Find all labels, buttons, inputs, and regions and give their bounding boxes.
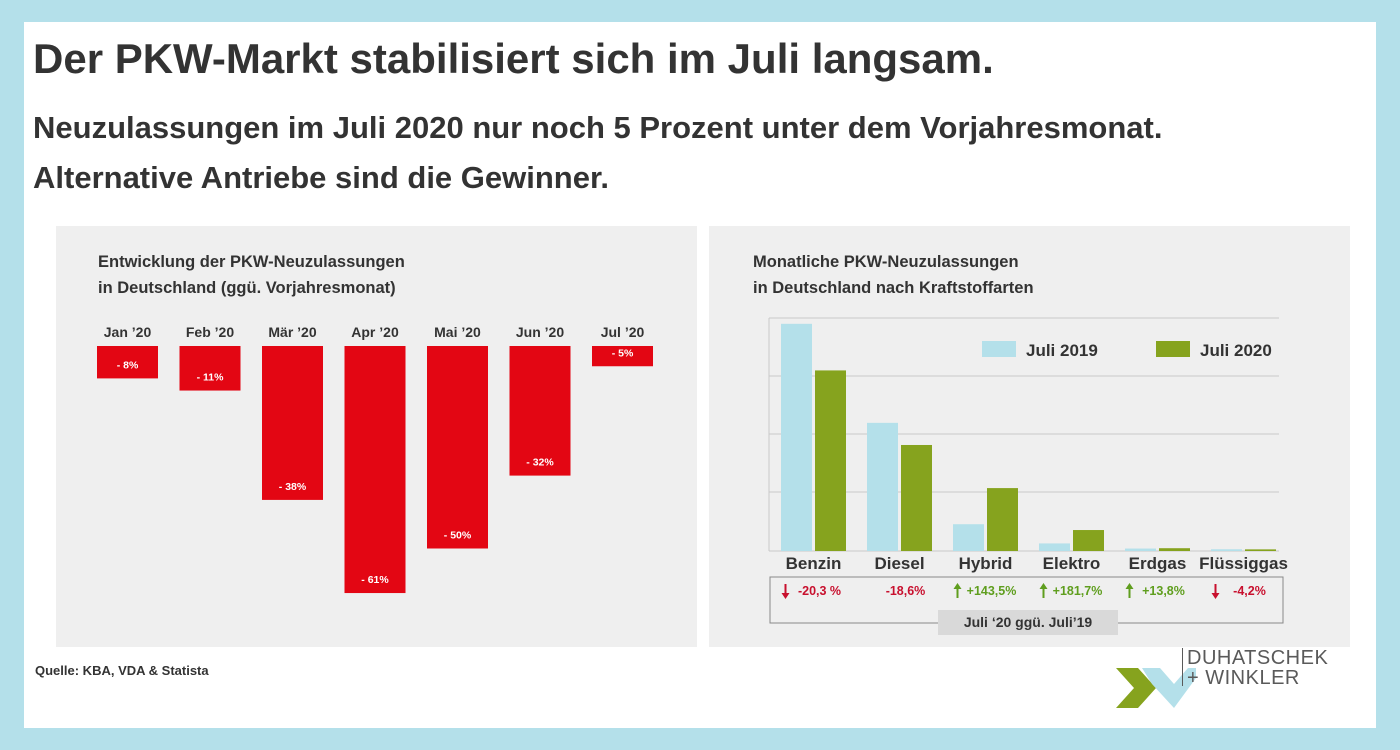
legend-label-juli-2019: Juli 2019: [1026, 341, 1098, 360]
logo-mark: [1116, 668, 1196, 708]
bar-flüssiggas-juli-2019: [1211, 549, 1242, 551]
month-label-apr-20: Apr ’20: [351, 324, 399, 340]
bar-value-label-jul-20: - 5%: [612, 347, 634, 359]
category-label-flüssiggas: Flüssiggas: [1199, 554, 1288, 573]
month-label-mär-20: Mär ’20: [268, 324, 316, 340]
change-caption-background: [938, 610, 1118, 635]
page-title: Der PKW-Markt stabilisiert sich im Juli …: [33, 35, 994, 82]
bar-apr-20: [344, 346, 406, 594]
logo-text: DUHATSCHEK + WINKLER: [1187, 648, 1328, 688]
bar-elektro-juli-2020: [1073, 530, 1104, 551]
logo-text-line-2: + WINKLER: [1187, 667, 1300, 689]
change-arrowhead-erdgas: [1125, 583, 1134, 589]
logo-text-line-1: DUHATSCHEK: [1187, 647, 1329, 669]
change-arrowhead-hybrid: [953, 583, 962, 589]
month-label-jul-20: Jul ’20: [601, 324, 645, 340]
bar-mär-20: [262, 346, 323, 500]
month-label-mai-20: Mai ’20: [434, 324, 481, 340]
change-arrowhead-flüssiggas: [1211, 593, 1220, 599]
logo-chevron-green: [1116, 668, 1156, 708]
bar-jul-20: [592, 346, 653, 367]
bar-feb-20: [179, 346, 241, 391]
page-subtitle-1: Neuzulassungen im Juli 2020 nur noch 5 P…: [33, 110, 1163, 145]
month-label-jun-20: Jun ’20: [516, 324, 564, 340]
bar-hybrid-juli-2019: [953, 524, 984, 551]
bar-jan-20: [97, 346, 158, 379]
bar-elektro-juli-2019: [1039, 543, 1070, 551]
bar-mai-20: [427, 346, 488, 549]
change-value-hybrid: +143,5%: [967, 584, 1017, 598]
legend-label-juli-2020: Juli 2020: [1200, 341, 1272, 360]
bar-erdgas-juli-2019: [1125, 548, 1156, 551]
fuel-type-chart-title-line-2: in Deutschland nach Kraftstoffarten: [753, 279, 1034, 297]
category-label-benzin: Benzin: [786, 554, 842, 573]
legend-swatch-juli-2020: [1156, 341, 1190, 357]
bar-value-label-jun-20: - 32%: [526, 457, 554, 469]
bar-diesel-juli-2020: [901, 444, 932, 551]
bar-hybrid-juli-2020: [987, 488, 1018, 551]
bar-value-label-jan-20: - 8%: [117, 359, 139, 371]
legend-swatch-juli-2019: [982, 341, 1016, 357]
bar-value-label-mär-20: - 38%: [279, 481, 307, 493]
monthly-change-chart: Jan ’20 - 8% Feb ’20 - 11% Mär ’20 - 38% Apr ’…: [97, 324, 653, 594]
change-value-flüssiggas: -4,2%: [1233, 584, 1266, 598]
bar-value-label-apr-20: - 61%: [361, 574, 389, 586]
change-caption: Juli ‘20 ggü. Juli’19: [964, 614, 1093, 630]
change-value-elektro: +181,7%: [1053, 584, 1103, 598]
change-value-benzin: -20,3 %: [798, 584, 841, 598]
fuel-type-chart: Benzin Diesel Hybrid Elektro Erdgas Flüssigga…: [768, 317, 1288, 635]
category-label-diesel: Diesel: [874, 554, 924, 573]
bar-benzin-juli-2019: [781, 323, 812, 551]
bar-value-label-feb-20: - 11%: [197, 372, 225, 384]
month-label-feb-20: Feb ’20: [186, 324, 234, 340]
month-label-jan-20: Jan ’20: [104, 324, 152, 340]
change-arrowhead-benzin: [781, 593, 790, 599]
source-note: Quelle: KBA, VDA & Statista: [35, 663, 209, 678]
monthly-change-chart-title-line-1: Entwicklung der PKW-Neuzulassungen: [98, 253, 405, 271]
bar-diesel-juli-2019: [867, 422, 898, 551]
logo-divider: [1182, 648, 1183, 686]
fuel-type-chart-title-line-1: Monatliche PKW-Neuzulassungen: [753, 253, 1019, 271]
change-value-diesel: -18,6%: [886, 584, 926, 598]
category-label-erdgas: Erdgas: [1129, 554, 1187, 573]
page-subtitle-2: Alternative Antriebe sind die Gewinner.: [33, 160, 609, 195]
monthly-change-chart-title: Entwicklung der PKW-Neuzulassungen in De…: [98, 249, 405, 301]
bar-flüssiggas-juli-2020: [1245, 549, 1276, 551]
category-label-hybrid: Hybrid: [959, 554, 1013, 573]
fuel-type-chart-title: Monatliche PKW-Neuzulassungen in Deutsch…: [753, 249, 1034, 301]
change-arrowhead-elektro: [1039, 583, 1048, 589]
category-label-elektro: Elektro: [1043, 554, 1101, 573]
change-value-erdgas: +13,8%: [1142, 584, 1185, 598]
bar-erdgas-juli-2020: [1159, 548, 1190, 551]
bar-value-label-mai-20: - 50%: [444, 530, 472, 542]
bar-benzin-juli-2020: [815, 370, 846, 551]
monthly-change-chart-title-line-2: in Deutschland (ggü. Vorjahresmonat): [98, 279, 396, 297]
bar-jun-20: [509, 346, 571, 476]
